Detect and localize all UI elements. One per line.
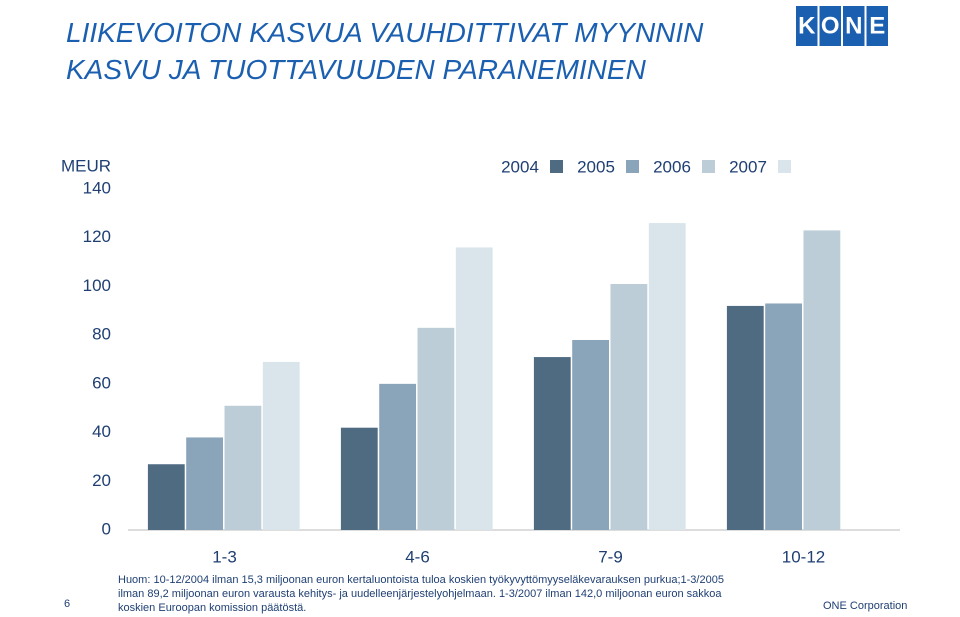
- legend-swatch: [626, 160, 639, 173]
- y-tick-label: 120: [83, 227, 111, 246]
- logo-letter: O: [821, 12, 840, 39]
- logo-letter: K: [798, 12, 816, 39]
- bar: [147, 464, 185, 530]
- x-tick-label: 7-9: [598, 547, 623, 566]
- legend-swatch: [778, 160, 791, 173]
- title-line: LIIKEVOITON KASVUA VAUHDITTIVAT MYYNNIN: [66, 17, 704, 48]
- y-tick-label: 40: [92, 422, 111, 441]
- page-number: 6: [64, 598, 70, 610]
- note-line: koskien Euroopan komission päätöstä.: [118, 602, 306, 614]
- legend-label: 2006: [653, 157, 691, 176]
- y-tick-label: 20: [92, 471, 111, 490]
- bar: [803, 230, 841, 530]
- bar: [765, 303, 802, 530]
- bar: [340, 427, 378, 530]
- logo-letter: E: [869, 12, 885, 39]
- x-tick-label: 1-3: [212, 547, 237, 566]
- title-line: KASVU JA TUOTTAVUUDEN PARANEMINEN: [66, 54, 647, 85]
- bar: [533, 357, 571, 530]
- x-tick-label: 4-6: [405, 547, 430, 566]
- legend-swatch: [702, 160, 715, 173]
- y-tick-label: 100: [83, 276, 111, 295]
- note-line: Huom: 10-12/2004 ilman 15,3 miljoonan eu…: [118, 574, 724, 586]
- bar: [186, 437, 223, 530]
- bar: [379, 383, 416, 530]
- y-tick-label: 140: [83, 178, 111, 197]
- bar: [262, 361, 300, 530]
- bar: [455, 247, 493, 530]
- note-line: ilman 89,2 miljoonan euron varausta kehi…: [118, 588, 722, 600]
- footer: ONE Corporation: [823, 600, 907, 612]
- bar: [726, 305, 764, 530]
- bar: [572, 340, 609, 530]
- y-axis-label: MEUR: [61, 156, 111, 175]
- logo-box: [819, 6, 841, 46]
- legend-label: 2004: [501, 157, 539, 176]
- logo-box: [843, 6, 865, 46]
- legend-swatch: [550, 160, 563, 173]
- legend-label: 2007: [729, 157, 767, 176]
- logo-box: [796, 6, 818, 46]
- y-tick-label: 0: [102, 519, 111, 538]
- bar: [648, 223, 686, 530]
- bar: [610, 283, 648, 530]
- x-tick-label: 10-12: [782, 547, 825, 566]
- logo-letter: N: [845, 12, 862, 39]
- bar: [224, 405, 262, 530]
- bar: [417, 327, 455, 530]
- legend-label: 2005: [577, 157, 615, 176]
- y-tick-label: 80: [92, 325, 111, 344]
- y-tick-label: 60: [92, 373, 111, 392]
- logo-box: [866, 6, 888, 46]
